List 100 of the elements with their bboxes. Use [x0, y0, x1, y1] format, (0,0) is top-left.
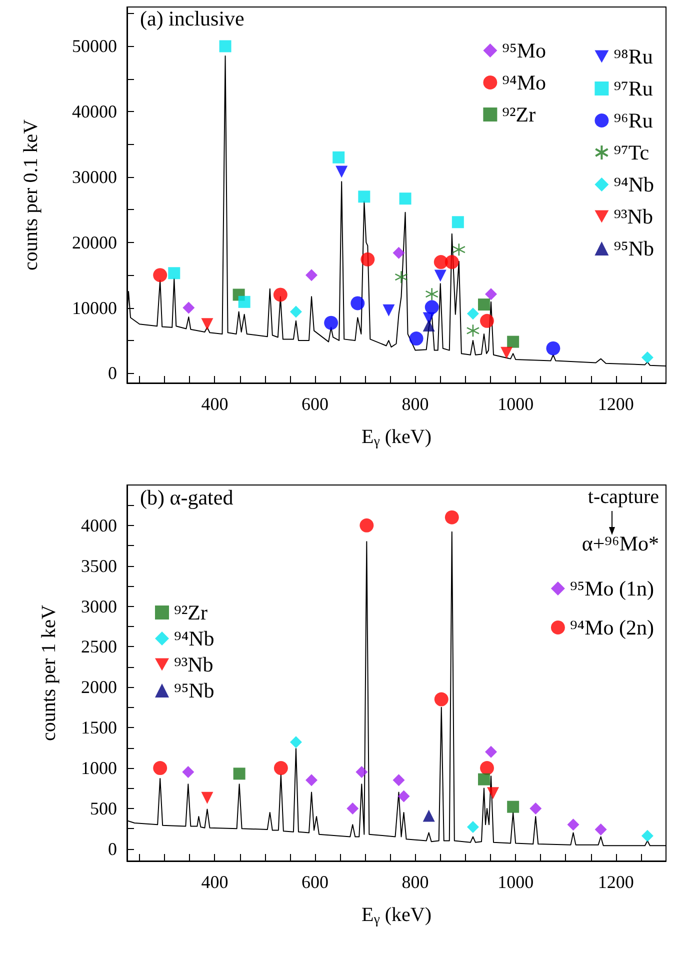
- y-tick-label: 3000: [81, 596, 117, 616]
- chart-title: (b) α-gated: [140, 486, 234, 510]
- y-tick-label: 0: [108, 363, 117, 384]
- y-tick-label: 500: [90, 798, 117, 818]
- legend-label: ⁹⁸Ru: [614, 44, 654, 68]
- point: [485, 288, 498, 300]
- legend-label: ⁹²Zr: [502, 102, 536, 126]
- x-tick-label: 400: [201, 872, 228, 892]
- point: [306, 774, 318, 786]
- point: [182, 302, 195, 314]
- point: [233, 768, 246, 780]
- point: [507, 800, 520, 813]
- legend-label: ⁹⁴Mo (2n): [570, 616, 654, 640]
- point: [567, 818, 580, 831]
- chart-title: (a) inclusive: [140, 6, 244, 30]
- point: [478, 298, 490, 311]
- y-tick-label: 50000: [72, 36, 117, 56]
- y-tick-label: 2000: [81, 677, 117, 698]
- point: [360, 518, 374, 532]
- point: [382, 304, 395, 316]
- point: [478, 773, 490, 786]
- y-tick-label: 0: [108, 838, 117, 859]
- point: [422, 810, 435, 822]
- point: [466, 324, 480, 338]
- point: [409, 332, 424, 346]
- legend-label: ⁹⁴Nb: [614, 172, 654, 196]
- point: [219, 40, 232, 52]
- x-tick-label: 400: [201, 394, 228, 414]
- point: [201, 792, 214, 804]
- point: [392, 246, 405, 259]
- point: [487, 787, 500, 800]
- point: [422, 319, 435, 332]
- legend-label: ⁹³Nb: [174, 652, 214, 676]
- x-tick-label: 600: [302, 872, 329, 892]
- point: [444, 510, 459, 524]
- legend-label: ⁹⁷Ru: [614, 76, 654, 100]
- legend-label: ⁹⁵Mo (1n): [570, 576, 654, 600]
- point: [182, 766, 194, 778]
- y-axis-title: counts per 0.1 keV: [20, 118, 42, 271]
- legend-label: ⁹⁶Ru: [614, 108, 654, 132]
- point: [452, 216, 464, 228]
- legend-label: ⁹⁵Nb: [614, 236, 654, 260]
- point: [530, 802, 542, 814]
- point: [153, 268, 168, 282]
- point: [641, 351, 654, 364]
- point: [434, 270, 446, 282]
- y-tick-label: 10000: [72, 298, 117, 318]
- point: [350, 296, 365, 310]
- point: [398, 790, 410, 802]
- point: [452, 242, 466, 256]
- legend-label: ⁹⁷Tc: [614, 140, 650, 164]
- annotation: α+⁹⁶Mo*: [582, 532, 660, 556]
- point: [434, 692, 448, 706]
- legend-label: ⁹⁵Nb: [174, 678, 214, 702]
- point: [485, 746, 498, 758]
- y-tick-label: 3500: [81, 556, 117, 576]
- point: [394, 270, 408, 284]
- point: [480, 761, 494, 776]
- point: [356, 766, 368, 778]
- x-tick-label: 800: [402, 872, 429, 892]
- point: [153, 761, 168, 776]
- point: [594, 823, 607, 836]
- x-tick-label: 1200: [598, 394, 634, 414]
- point: [332, 151, 345, 164]
- point: [480, 314, 494, 328]
- point: [444, 255, 459, 270]
- point: [290, 306, 302, 318]
- point: [466, 308, 479, 320]
- point: [273, 288, 288, 302]
- point: [346, 802, 359, 814]
- point: [274, 761, 288, 776]
- point: [641, 830, 654, 842]
- x-tick-label: 1200: [598, 872, 634, 892]
- point: [392, 774, 405, 786]
- point: [336, 166, 348, 178]
- legend-label: ⁹⁴Nb: [174, 626, 214, 650]
- point: [360, 252, 375, 266]
- annotation: t-capture: [588, 486, 660, 508]
- point: [168, 267, 180, 280]
- point: [201, 318, 214, 330]
- point: [290, 736, 302, 748]
- x-tick-label: 1000: [498, 872, 534, 892]
- y-tick-label: 20000: [72, 232, 117, 252]
- y-tick-label: 4000: [81, 515, 117, 536]
- point: [425, 287, 438, 301]
- legend-label: ⁹⁵Mo: [502, 38, 546, 62]
- point: [306, 269, 318, 282]
- legend-label: ⁹³Nb: [614, 204, 653, 228]
- x-tick-label: 1000: [498, 394, 534, 414]
- x-tick-label: 800: [402, 394, 429, 414]
- y-tick-label: 30000: [72, 167, 117, 188]
- point: [399, 192, 412, 205]
- point: [238, 296, 250, 308]
- legend-label: ⁹²Zr: [174, 600, 208, 624]
- point: [358, 190, 370, 203]
- point: [424, 300, 439, 314]
- point: [466, 821, 479, 834]
- y-tick-label: 2500: [81, 636, 117, 657]
- point: [546, 341, 560, 356]
- y-tick-label: 1000: [81, 758, 117, 778]
